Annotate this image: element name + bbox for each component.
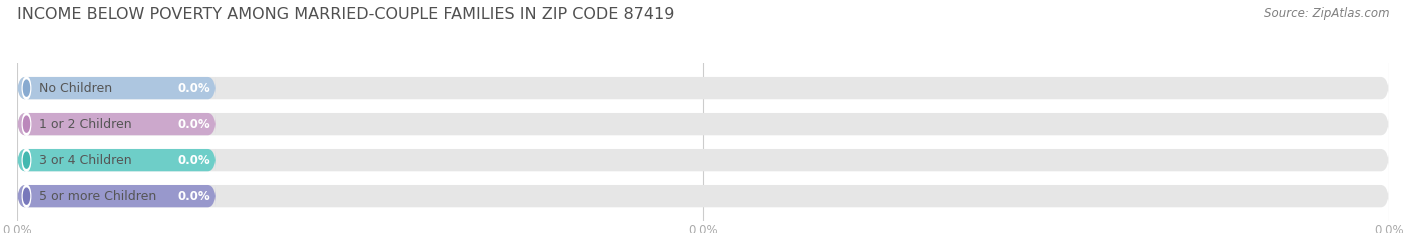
Circle shape (22, 185, 31, 207)
FancyBboxPatch shape (17, 113, 217, 135)
Circle shape (22, 113, 31, 135)
FancyBboxPatch shape (17, 149, 217, 171)
FancyBboxPatch shape (17, 77, 217, 99)
Text: 3 or 4 Children: 3 or 4 Children (39, 154, 131, 167)
Text: 1 or 2 Children: 1 or 2 Children (39, 118, 131, 131)
Circle shape (22, 77, 31, 99)
Circle shape (24, 152, 30, 168)
Text: INCOME BELOW POVERTY AMONG MARRIED-COUPLE FAMILIES IN ZIP CODE 87419: INCOME BELOW POVERTY AMONG MARRIED-COUPL… (17, 7, 675, 22)
Text: No Children: No Children (39, 82, 112, 95)
Text: 5 or more Children: 5 or more Children (39, 190, 156, 203)
Text: 0.0%: 0.0% (177, 154, 211, 167)
Circle shape (24, 116, 30, 132)
Text: 0.0%: 0.0% (177, 190, 211, 203)
FancyBboxPatch shape (17, 185, 1389, 207)
Circle shape (22, 149, 31, 171)
FancyBboxPatch shape (17, 113, 1389, 135)
Text: 0.0%: 0.0% (177, 118, 211, 131)
Circle shape (24, 80, 30, 96)
FancyBboxPatch shape (17, 77, 1389, 99)
Circle shape (24, 188, 30, 204)
Text: 0.0%: 0.0% (177, 82, 211, 95)
Text: Source: ZipAtlas.com: Source: ZipAtlas.com (1264, 7, 1389, 20)
FancyBboxPatch shape (17, 149, 1389, 171)
FancyBboxPatch shape (17, 185, 217, 207)
